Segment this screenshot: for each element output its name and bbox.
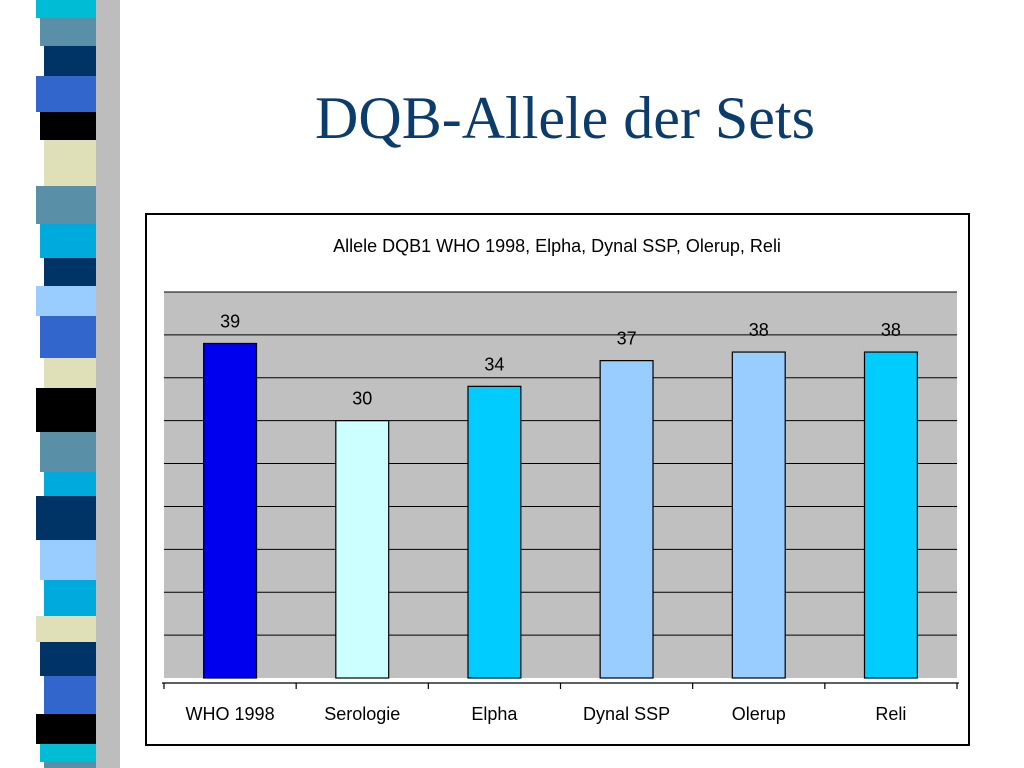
stripe-segment — [44, 46, 96, 76]
data-label: 39 — [220, 311, 240, 331]
stripe-segment — [44, 140, 96, 186]
x-tick-label: Dynal SSP — [583, 704, 670, 724]
stripe-segment — [36, 186, 96, 224]
data-label: 37 — [617, 329, 637, 349]
stripe-segment — [40, 432, 96, 472]
stripe-segment — [44, 472, 96, 496]
bar — [731, 351, 786, 679]
bar — [467, 385, 522, 679]
plot-area — [164, 292, 957, 678]
bar — [599, 360, 654, 679]
stripe-segment — [36, 0, 96, 18]
x-tick-label: Olerup — [732, 704, 786, 724]
x-tick-label: Reli — [875, 704, 906, 724]
data-label: 38 — [749, 320, 769, 340]
stripe-segment — [40, 18, 96, 46]
bar — [863, 351, 918, 679]
x-tick-label: Elpha — [471, 704, 518, 724]
slide-title: DQB-Allele der Sets — [315, 85, 815, 151]
x-tick-label: WHO 1998 — [186, 704, 275, 724]
stripe-segment — [44, 358, 96, 388]
stripe-segment — [40, 224, 96, 258]
stripe-segment — [36, 388, 96, 432]
data-label: 30 — [352, 389, 372, 409]
stripe-segment — [44, 762, 96, 768]
bar — [203, 342, 258, 679]
stripe-segment — [40, 112, 96, 140]
data-label: 38 — [881, 320, 901, 340]
stripe-segment — [44, 580, 96, 616]
stripe-segment — [40, 316, 96, 358]
stripe-segment — [36, 714, 96, 744]
stripe-segment — [44, 258, 96, 286]
x-tick-label: Serologie — [324, 704, 400, 724]
stripe-segment — [40, 642, 96, 676]
stripe-segment — [44, 676, 96, 714]
bar — [335, 420, 390, 679]
stripe-segment — [36, 496, 96, 540]
decorative-stripe-bar — [36, 0, 120, 768]
stripe-segment — [36, 76, 96, 112]
stripe-segment — [40, 744, 96, 762]
stripe-segment — [36, 286, 96, 316]
data-label: 34 — [484, 354, 504, 374]
stripe-shadow — [95, 0, 120, 768]
chart-title: Allele DQB1 WHO 1998, Elpha, Dynal SSP, … — [333, 236, 781, 256]
stripe-segment — [36, 616, 96, 642]
bar-chart: Allele DQB1 WHO 1998, Elpha, Dynal SSP, … — [162, 236, 959, 724]
chart-frame: Allele DQB1 WHO 1998, Elpha, Dynal SSP, … — [145, 213, 970, 746]
stripe-segment — [40, 540, 96, 580]
